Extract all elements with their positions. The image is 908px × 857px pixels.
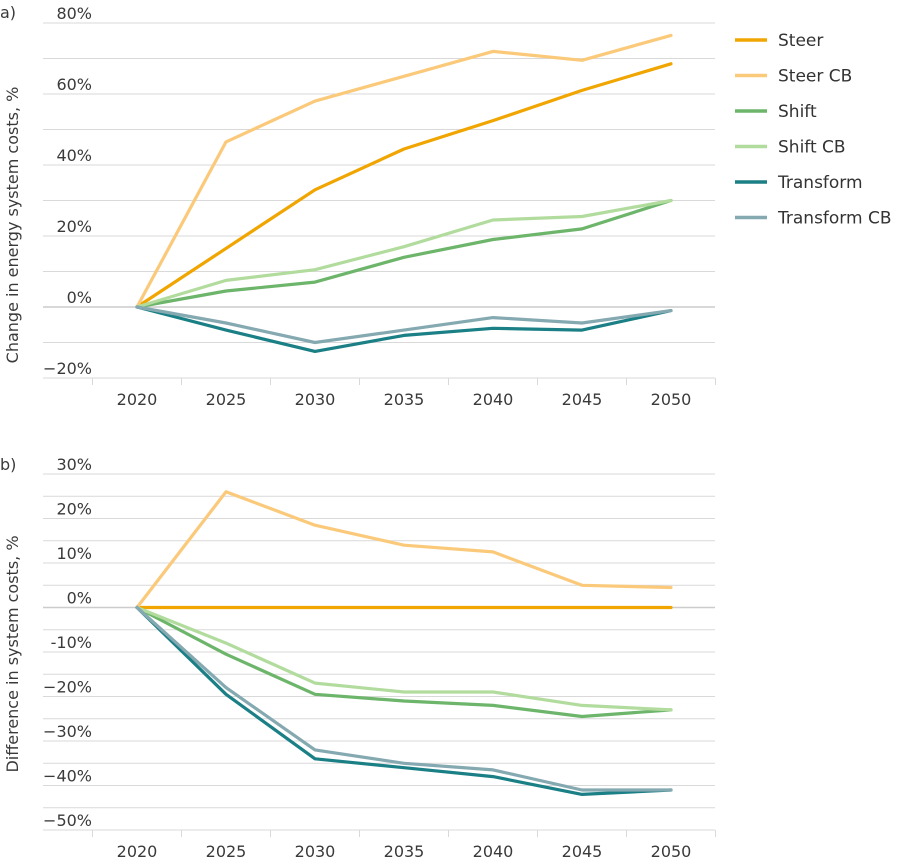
y-tick-label: 80% — [56, 4, 92, 23]
y-tick-label: -10% — [51, 633, 92, 652]
panel-b: b) Difference in system costs, % −50% −40… — [0, 455, 716, 857]
panel-b-x-ticks: 2020 2025 2030 2035 2040 2045 2050 — [117, 842, 692, 857]
y-tick-label: −20% — [43, 359, 92, 378]
y-tick-label: 10% — [56, 544, 92, 563]
panel-a: a) Change in energy system costs, % −20%… — [0, 3, 716, 409]
panel-b-label: b) — [0, 455, 16, 474]
y-tick-label: −20% — [43, 678, 92, 697]
legend-label-transform: Transform — [777, 173, 863, 193]
y-tick-label: −40% — [43, 767, 92, 786]
x-tick-label: 2045 — [562, 390, 603, 409]
series-line-transform — [135, 605, 673, 796]
legend-label-transform-cb: Transform CB — [777, 209, 892, 229]
legend-label-steer: Steer — [778, 31, 823, 51]
series-line-shift-cb — [135, 605, 673, 712]
series-line-transform-cb — [135, 605, 673, 792]
series-line-steer — [135, 62, 673, 309]
x-tick-label: 2020 — [117, 390, 158, 409]
y-tick-label: 40% — [56, 146, 92, 165]
y-tick-label: 0% — [67, 589, 92, 608]
x-tick-label: 2025 — [206, 842, 247, 857]
legend-label-shift-cb: Shift CB — [778, 138, 846, 158]
y-tick-label: 30% — [56, 455, 92, 474]
x-tick-label: 2035 — [384, 390, 425, 409]
panel-b-y-axis-label: Difference in system costs, % — [3, 535, 22, 772]
x-tick-label: 2035 — [384, 842, 425, 857]
y-tick-label: 20% — [56, 500, 92, 519]
x-tick-label: 2045 — [562, 842, 603, 857]
x-tick-label: 2020 — [117, 842, 158, 857]
panel-a-y-axis-label: Change in energy system costs, % — [3, 87, 22, 364]
x-tick-label: 2040 — [473, 390, 514, 409]
x-tick-label: 2050 — [651, 842, 692, 857]
panel-a-series — [135, 33, 673, 353]
panel-a-x-ticks: 2020 2025 2030 2035 2040 2045 2050 — [117, 390, 692, 409]
series-line-shift — [135, 198, 673, 309]
x-tick-label: 2025 — [206, 390, 247, 409]
legend-label-steer-cb: Steer CB — [778, 67, 852, 87]
series-line-transform — [135, 305, 673, 353]
x-tick-label: 2030 — [295, 842, 336, 857]
panel-a-label: a) — [0, 3, 16, 22]
y-tick-label: 60% — [56, 75, 92, 94]
series-line-shift-cb — [135, 198, 673, 309]
series-line-steer-cb — [135, 33, 673, 309]
y-tick-label: −50% — [43, 811, 92, 830]
legend-label-shift: Shift — [778, 102, 817, 122]
y-tick-label: −30% — [43, 722, 92, 741]
x-tick-label: 2050 — [651, 390, 692, 409]
legend: Steer Steer CB Shift Shift CB Transform Trans… — [735, 31, 892, 229]
panel-b-grid — [43, 473, 716, 837]
x-tick-label: 2040 — [473, 842, 514, 857]
panel-a-grid — [43, 22, 716, 385]
panel-b-y-ticks: −50% −40% −30% −20% -10% 0% 10% 20% 30% — [43, 455, 92, 830]
panel-b-series — [135, 490, 673, 796]
series-line-shift — [135, 605, 673, 719]
series-line-steer-cb — [135, 490, 673, 610]
x-tick-label: 2030 — [295, 390, 336, 409]
y-tick-label: 20% — [56, 217, 92, 236]
series-line-transform-cb — [135, 305, 673, 345]
panel-a-y-ticks: −20% 0% 20% 40% 60% 80% — [43, 4, 92, 378]
y-tick-label: 0% — [67, 288, 92, 307]
